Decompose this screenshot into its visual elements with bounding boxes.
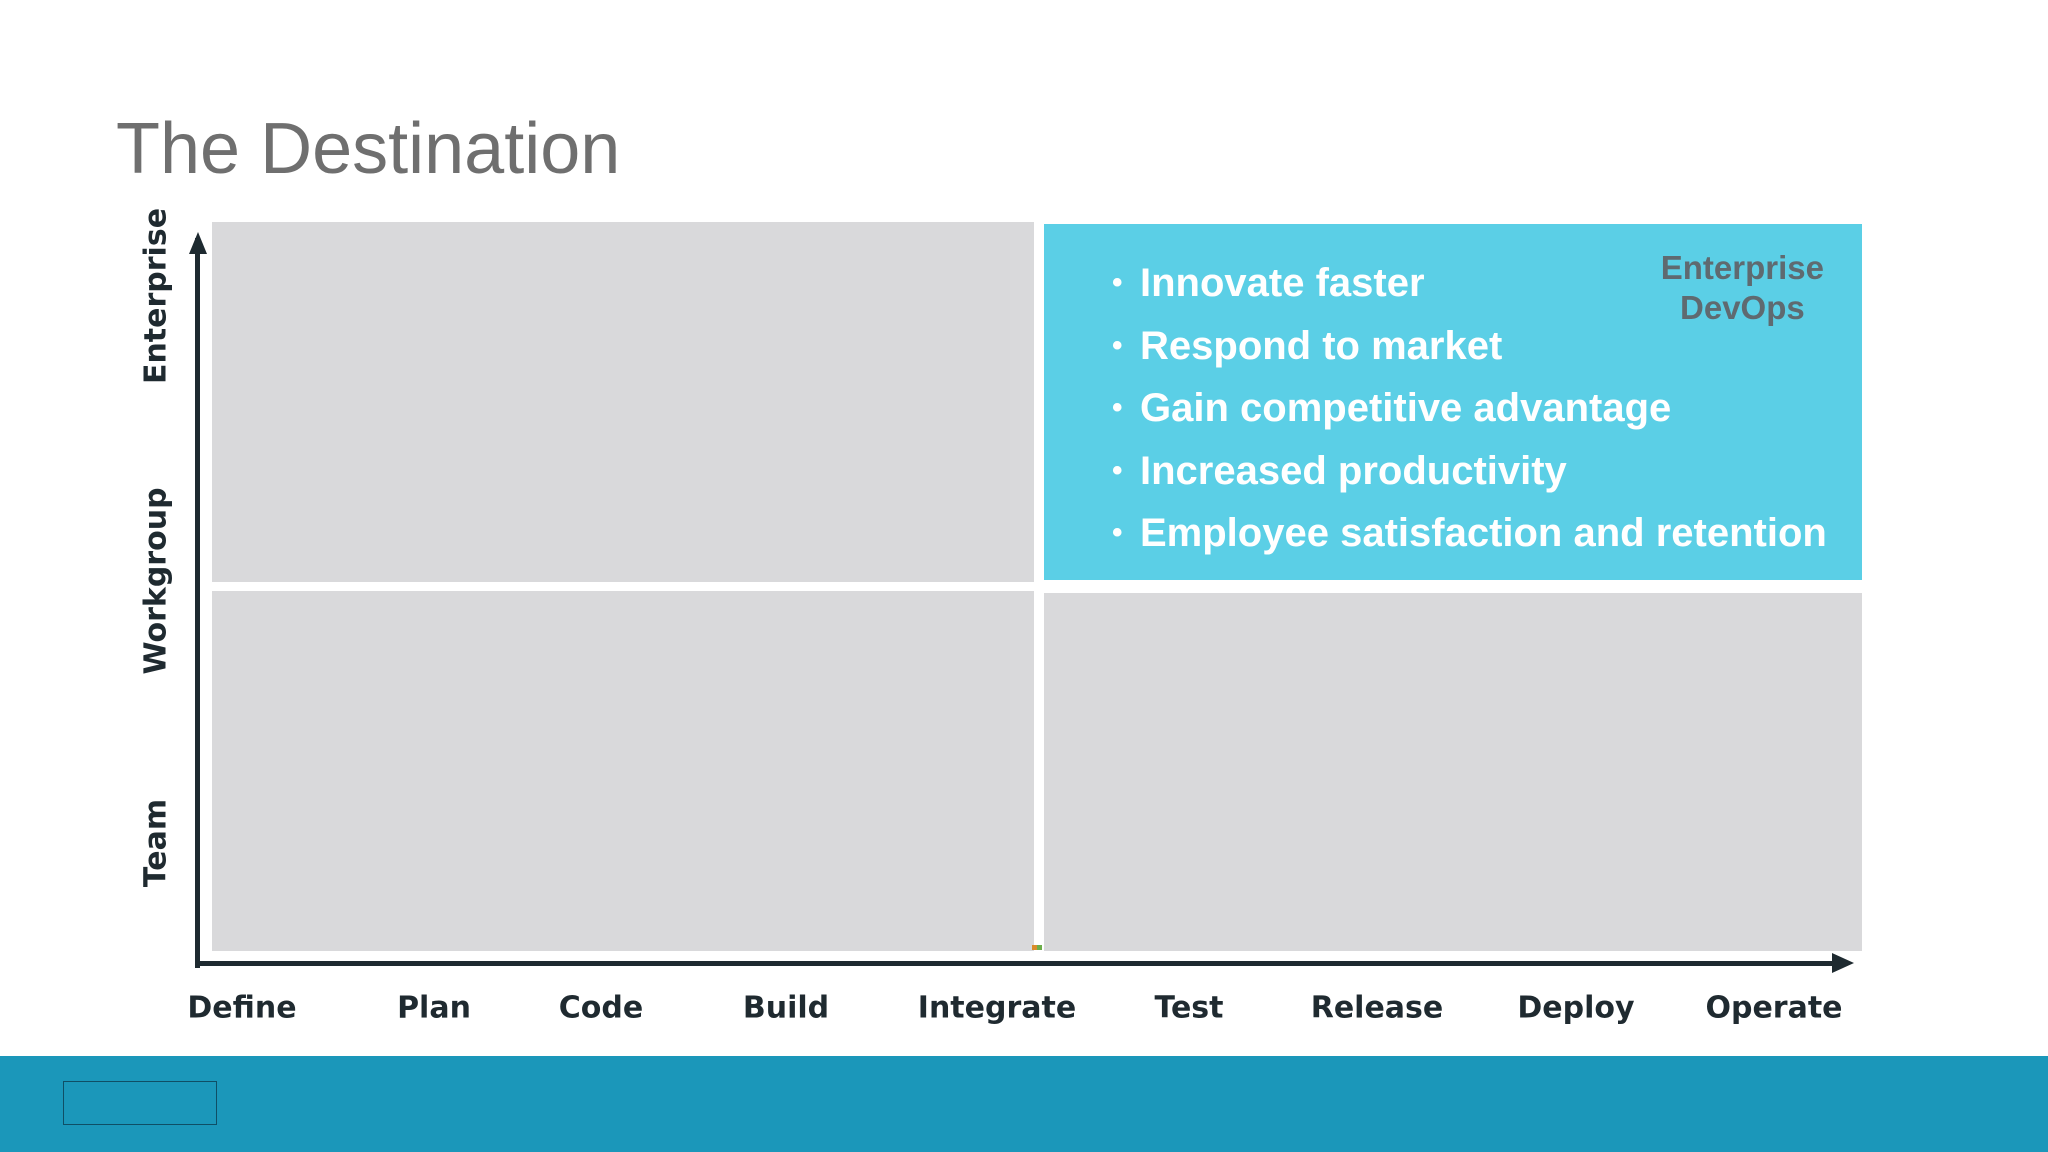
badge-line-2: DevOps: [1680, 289, 1805, 326]
quadrant-top-left: [212, 222, 1034, 582]
y-label-team: Team: [138, 798, 174, 888]
benefits-list: Innovate faster Respond to market Gain c…: [1112, 252, 1827, 565]
x-label-deploy: Deploy: [1517, 990, 1635, 1026]
y-axis-arrow-icon: [189, 232, 207, 254]
benefit-item: Respond to market: [1112, 315, 1827, 378]
x-label-build: Build: [742, 990, 830, 1026]
x-label-plan: Plan: [397, 990, 471, 1026]
x-label-operate: Operate: [1705, 990, 1843, 1026]
benefit-item: Gain competitive advantage: [1112, 377, 1827, 440]
x-axis-line: [195, 961, 1845, 966]
slide-marker: [1032, 945, 1042, 950]
quadrant-bottom-right: [1044, 593, 1862, 951]
benefit-item: Innovate faster: [1112, 252, 1827, 315]
x-label-release: Release: [1310, 990, 1444, 1026]
x-axis-arrow-icon: [1832, 953, 1854, 973]
y-label-workgroup: Workgroup: [138, 487, 174, 675]
x-label-test: Test: [1154, 990, 1224, 1026]
benefit-item: Increased productivity: [1112, 440, 1827, 503]
benefit-item: Employee satisfaction and retention: [1112, 502, 1827, 565]
footer-placeholder-box: [63, 1081, 217, 1125]
badge-line-1: Enterprise: [1660, 249, 1824, 286]
y-axis-line: [195, 238, 200, 968]
x-label-integrate: Integrate: [917, 990, 1077, 1026]
enterprise-devops-quadrant: Innovate faster Respond to market Gain c…: [1044, 224, 1862, 580]
x-label-code: Code: [558, 990, 644, 1026]
enterprise-devops-label: Enterprise DevOps: [1661, 248, 1824, 328]
quadrant-bottom-left: [212, 591, 1034, 951]
slide-title: The Destination: [116, 109, 621, 189]
footer-band: [0, 1056, 2048, 1152]
x-label-define: Define: [187, 990, 297, 1026]
y-label-enterprise: Enterprise: [138, 207, 174, 385]
